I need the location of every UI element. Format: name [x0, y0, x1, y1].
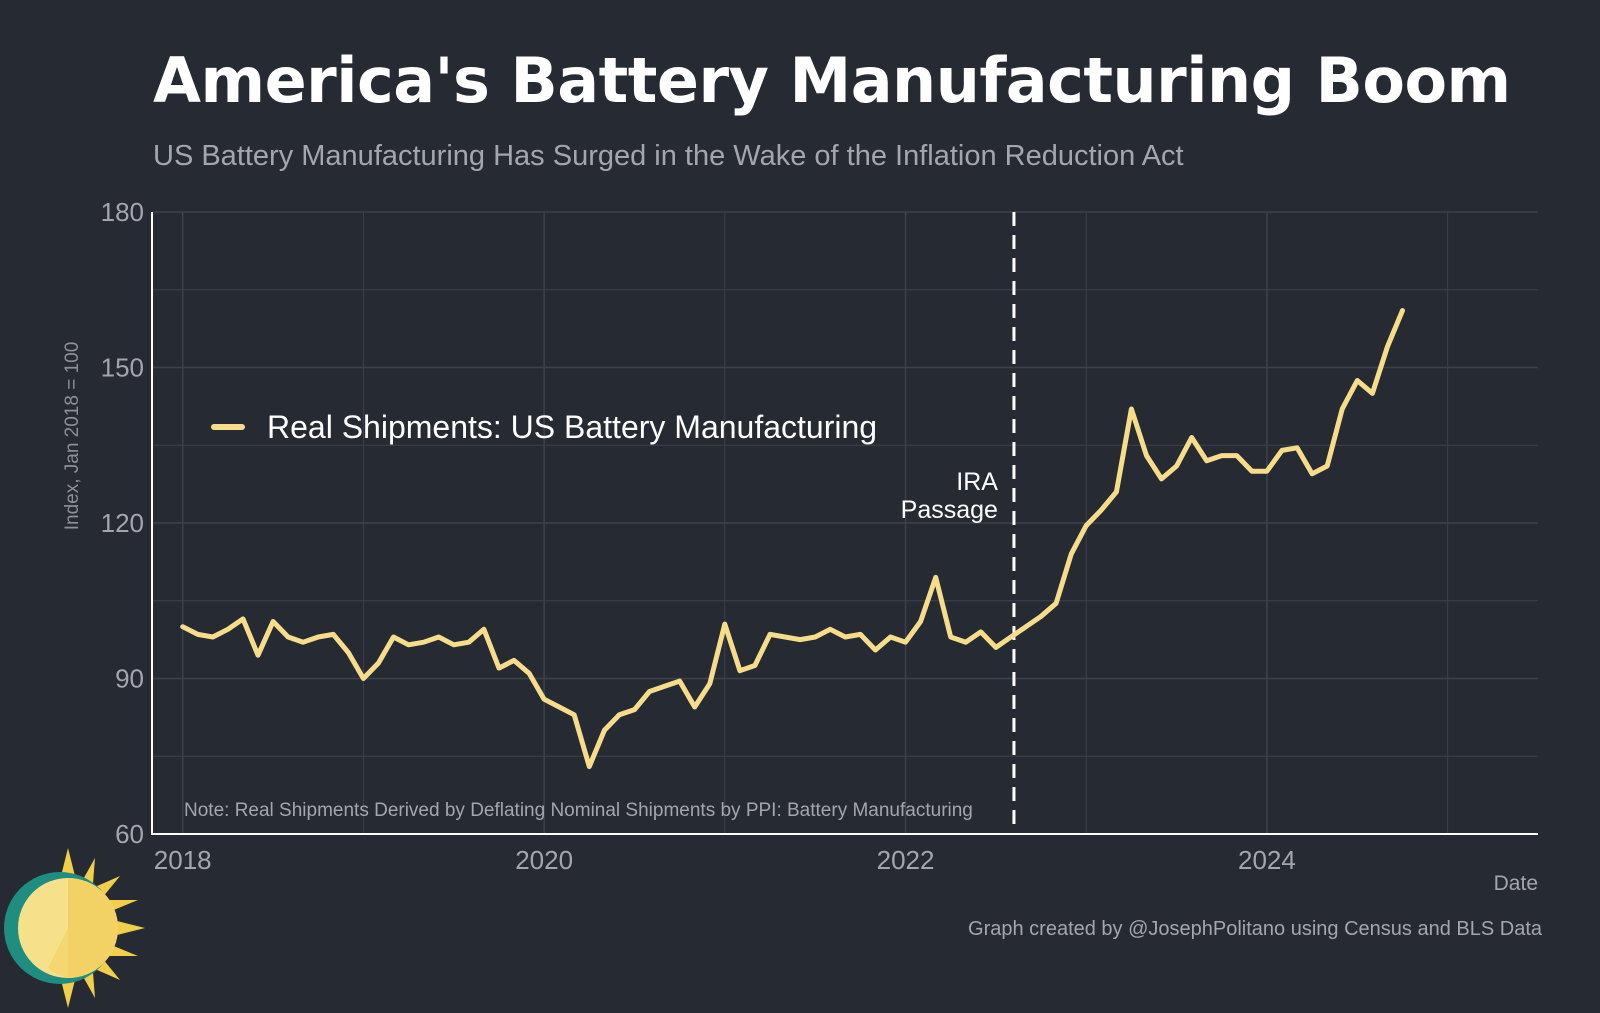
chart-axes	[151, 212, 1538, 835]
chart-note: Note: Real Shipments Derived by Deflatin…	[184, 800, 973, 821]
series-line-real-shipments	[180, 308, 1405, 770]
y-tick-label: 150	[101, 353, 144, 383]
x-tick-label: 2024	[1238, 845, 1296, 875]
grid-major	[152, 211, 1538, 834]
x-tick-labels: 2018 2020 2022 2024	[154, 845, 1296, 875]
y-tick-label: 90	[115, 664, 144, 694]
y-tick-label: 180	[101, 197, 144, 227]
x-tick-label: 2022	[877, 845, 935, 875]
source-caption: Graph created by @JosephPolitano using C…	[968, 918, 1542, 940]
chart-subtitle: US Battery Manufacturing Has Surged in t…	[153, 140, 1184, 172]
y-tick-label: 60	[115, 819, 144, 849]
legend-label: Real Shipments: US Battery Manufacturing	[267, 409, 877, 445]
x-axis-label: Date	[1494, 872, 1538, 895]
sun-logo-icon	[4, 848, 145, 1008]
x-tick-label: 2018	[154, 845, 212, 875]
x-tick-label: 2020	[515, 845, 573, 875]
ira-label-line2: Passage	[901, 496, 998, 524]
y-tick-label: 120	[101, 508, 144, 538]
ira-label-line1: IRA	[956, 468, 998, 496]
y-tick-labels: 60 90 120 150 180	[101, 197, 144, 849]
y-axis-label: Index, Jan 2018 = 100	[62, 342, 83, 531]
chart-title: America's Battery Manufacturing Boom	[153, 44, 1511, 117]
